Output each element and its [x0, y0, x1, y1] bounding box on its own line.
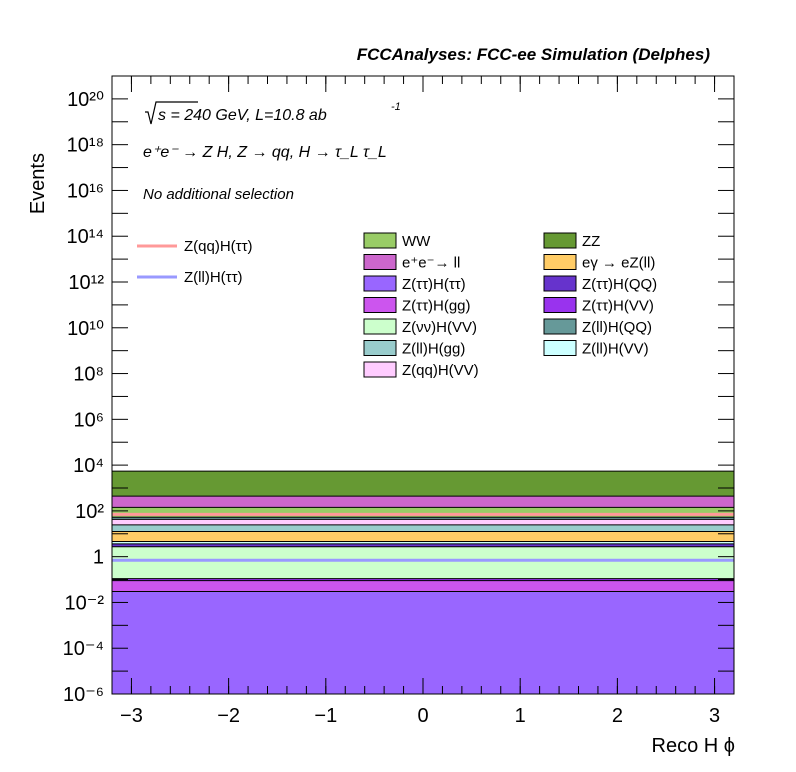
legend: Z(qq)H(ττ) Z(ll)H(ττ) WW ZZ e⁺e⁻→ ll eγ → eZ(…	[137, 232, 657, 379]
annotations: s = 240 GeV, L=10.8 ab -1 e⁺e⁻ → Z H, Z …	[143, 101, 401, 203]
y-tick-label: 10¹⁴	[67, 226, 105, 248]
y-tick-label: 10²⁰	[67, 89, 104, 111]
y-tick-label: 10¹⁶	[67, 180, 104, 202]
legend-fill-swatch	[543, 275, 577, 292]
legend-fill-label: Z(ττ)H(ττ)	[402, 276, 466, 293]
legend-fill-swatch	[543, 232, 577, 249]
legend-fill-label: eγ → eZ(ll)	[582, 255, 655, 272]
axes: −3 −2 −1 0 1 2 3 10⁻⁶ 10⁻⁴ 10⁻² 1 10² 10⁴ 10⁶ 10⁸ 10¹⁰ 1…	[63, 75, 735, 727]
x-tick-label: 2	[612, 705, 623, 727]
chart-title: FCCAnalyses: FCC-ee Simulation (Delphes)	[357, 45, 711, 64]
x-axis-label: Reco H ϕ	[652, 735, 735, 757]
legend-fill-swatch	[543, 297, 577, 313]
legend-fill-swatch	[363, 232, 397, 249]
x-tick-label: 1	[515, 705, 526, 727]
legend-fill-label: e⁺e⁻→ ll	[402, 255, 460, 272]
legend-fill-label: Z(ll)H(VV)	[582, 341, 649, 358]
x-tick-label: 3	[709, 705, 720, 727]
x-tick-label: −1	[314, 705, 337, 727]
y-tick-label: 10¹⁰	[67, 318, 104, 340]
legend-fill-swatch	[363, 254, 397, 270]
legend-fill-label: WW	[402, 233, 431, 250]
legend-fill-swatch	[363, 361, 397, 378]
legend-fill-label: Z(νν)H(VV)	[402, 319, 477, 336]
x-tick-label: 0	[417, 705, 428, 727]
process-label: e⁺e⁻ → Z H, Z → qq, H → τ_L τ_L	[143, 144, 387, 161]
y-tick-label: 10⁶	[74, 409, 104, 431]
sqrt-s-label: s = 240 GeV, L=10.8 ab	[158, 107, 327, 124]
legend-fill-label: Z(ll)H(QQ)	[582, 319, 652, 336]
y-tick-label: 10⁻⁶	[63, 684, 104, 706]
sqrt-symbol	[145, 101, 198, 125]
legend-fill-swatch	[363, 275, 397, 292]
plot-area	[112, 470, 734, 694]
lumi-exponent: -1	[391, 101, 401, 113]
selection-label: No additional selection	[143, 186, 294, 203]
legend-fill-swatch	[543, 340, 577, 356]
y-tick-label: 10¹²	[68, 272, 104, 294]
x-tick-label: −2	[217, 705, 240, 727]
legend-line-label: Z(qq)H(ττ)	[184, 238, 253, 255]
y-tick-label: 10¹⁸	[67, 135, 104, 157]
y-tick-label: 10⁻²	[65, 592, 105, 614]
legend-fill-swatch	[363, 318, 397, 335]
legend-fill-label: Z(ττ)H(VV)	[582, 298, 654, 315]
legend-fill-swatch	[543, 254, 577, 270]
y-tick-label: 10⁸	[73, 364, 104, 386]
y-axis-label: Events	[27, 153, 49, 214]
legend-fill-swatch	[363, 340, 397, 356]
stack-layer	[112, 591, 734, 694]
y-tick-label: 10⁻⁴	[63, 638, 104, 660]
legend-fill-label: Z(qq)H(VV)	[402, 362, 479, 379]
legend-fill-label: Z(ll)H(gg)	[402, 341, 465, 358]
x-tick-label: −3	[120, 705, 143, 727]
legend-fill-swatch	[543, 318, 577, 335]
y-tick-label: 1	[93, 547, 104, 569]
y-tick-label: 10²	[75, 501, 104, 523]
legend-fill-label: ZZ	[582, 233, 600, 250]
legend-fill-label: Z(ττ)H(gg)	[402, 298, 471, 315]
legend-fill-swatch	[363, 297, 397, 313]
legend-line-label: Z(ll)H(ττ)	[184, 269, 243, 286]
legend-fill-label: Z(ττ)H(QQ)	[582, 276, 657, 293]
y-tick-label: 10⁴	[73, 455, 104, 477]
